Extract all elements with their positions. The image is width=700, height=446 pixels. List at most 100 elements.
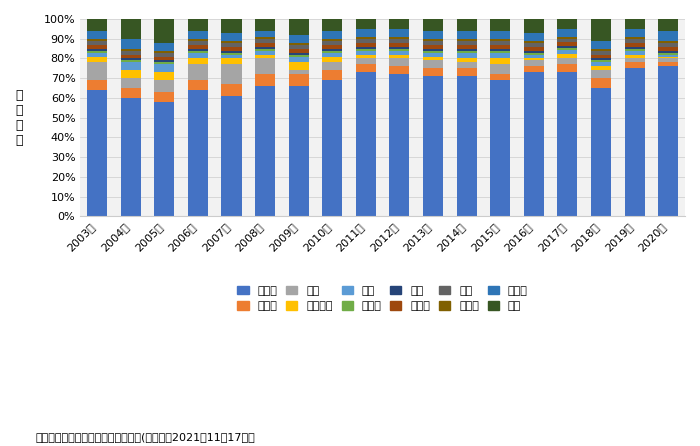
Bar	[557, 38, 578, 42]
Bar	[389, 47, 410, 49]
Bar	[557, 58, 578, 64]
Bar	[221, 19, 241, 33]
Bar	[524, 72, 544, 216]
Bar	[389, 49, 410, 50]
Bar	[591, 78, 611, 88]
Bar	[658, 53, 678, 54]
Bar	[423, 61, 443, 68]
Bar	[255, 31, 275, 37]
Bar	[221, 58, 241, 64]
Bar	[288, 57, 309, 62]
Bar	[591, 88, 611, 216]
Bar	[624, 19, 645, 29]
Bar	[120, 58, 141, 61]
Bar	[524, 43, 544, 47]
Bar	[423, 31, 443, 39]
Bar	[87, 62, 107, 80]
Bar	[389, 74, 410, 216]
Bar	[356, 19, 376, 29]
Bar	[389, 29, 410, 37]
Bar	[288, 62, 309, 70]
Bar	[557, 72, 578, 216]
Bar	[255, 39, 275, 43]
Bar	[221, 43, 241, 47]
Bar	[322, 41, 342, 45]
Bar	[658, 57, 678, 58]
Bar	[188, 64, 208, 80]
Bar	[221, 47, 241, 50]
Bar	[456, 31, 477, 39]
Bar	[490, 41, 510, 45]
Bar	[557, 48, 578, 50]
Bar	[288, 35, 309, 43]
Bar	[120, 78, 141, 88]
Bar	[557, 46, 578, 48]
Bar	[288, 43, 309, 45]
Bar	[356, 50, 376, 54]
Y-axis label: 発
生
割
合: 発 生 割 合	[15, 89, 22, 147]
Bar	[154, 64, 174, 72]
Bar	[389, 19, 410, 29]
Bar	[624, 39, 645, 43]
Bar	[356, 64, 376, 72]
Bar	[87, 49, 107, 50]
Bar	[624, 54, 645, 58]
Bar	[154, 61, 174, 62]
Bar	[356, 58, 376, 64]
Bar	[188, 53, 208, 58]
Bar	[221, 53, 241, 54]
Bar	[658, 41, 678, 43]
Bar	[456, 58, 477, 62]
Bar	[456, 68, 477, 76]
Bar	[154, 19, 174, 43]
Bar	[456, 39, 477, 41]
Bar	[188, 45, 208, 49]
Bar	[120, 50, 141, 54]
Bar	[154, 43, 174, 50]
Bar	[624, 43, 645, 47]
Bar	[557, 29, 578, 37]
Bar	[255, 50, 275, 54]
Bar	[255, 47, 275, 49]
Bar	[524, 58, 544, 61]
Bar	[221, 50, 241, 53]
Bar	[456, 62, 477, 68]
Bar	[658, 31, 678, 41]
Bar	[490, 58, 510, 64]
Bar	[221, 84, 241, 96]
Bar	[658, 43, 678, 47]
Bar	[591, 41, 611, 49]
Bar	[154, 50, 174, 53]
Bar	[456, 49, 477, 50]
Bar	[87, 53, 107, 57]
Bar	[624, 49, 645, 50]
Bar	[490, 31, 510, 39]
Legend: 飲食店, 仕出屋, 旅館, 給食施設, 学校, 製造所, 病院, 事業場, 家庭, 販売店, その他, 不明: 飲食店, 仕出屋, 旅館, 給食施設, 学校, 製造所, 病院, 事業場, 家庭…	[233, 281, 532, 316]
Bar	[624, 47, 645, 49]
Bar	[188, 90, 208, 216]
Bar	[120, 54, 141, 58]
Bar	[658, 47, 678, 50]
Bar	[591, 61, 611, 62]
Bar	[288, 53, 309, 54]
Bar	[221, 96, 241, 216]
Bar	[188, 58, 208, 64]
Bar	[524, 54, 544, 58]
Bar	[322, 49, 342, 50]
Bar	[188, 50, 208, 53]
Bar	[591, 70, 611, 78]
Bar	[87, 45, 107, 49]
Bar	[423, 57, 443, 61]
Bar	[490, 45, 510, 49]
Bar	[456, 41, 477, 45]
Bar	[255, 43, 275, 47]
Bar	[154, 80, 174, 92]
Bar	[423, 53, 443, 57]
Bar	[389, 43, 410, 47]
Bar	[490, 74, 510, 80]
Bar	[490, 39, 510, 41]
Bar	[423, 19, 443, 31]
Bar	[288, 70, 309, 74]
Bar	[356, 43, 376, 47]
Bar	[221, 64, 241, 84]
